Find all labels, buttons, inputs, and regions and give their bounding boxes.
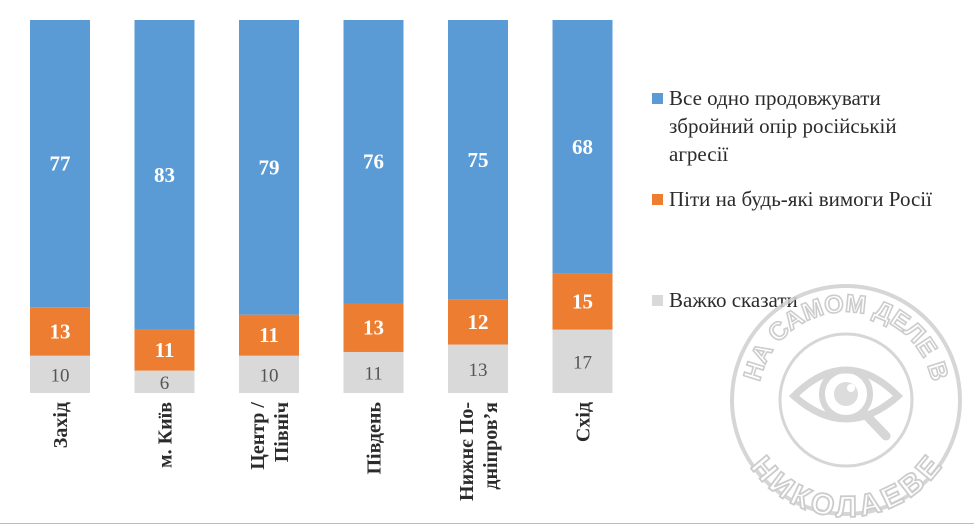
bar-segment <box>134 370 195 393</box>
bar-segment <box>448 20 508 300</box>
legend-swatch-concede <box>652 194 663 205</box>
data-label: 68 <box>572 135 593 159</box>
data-label: 11 <box>259 323 279 347</box>
bottom-rule <box>0 523 974 524</box>
legend-label-line: збройний опір російській <box>669 114 897 138</box>
bar-segment <box>134 329 195 371</box>
bar-segment <box>30 20 90 308</box>
data-label: 11 <box>364 363 382 384</box>
data-label: 15 <box>572 290 593 314</box>
bar-segment <box>343 303 404 352</box>
category-label: Нижнє По- <box>456 402 478 501</box>
data-label: 75 <box>468 148 489 172</box>
category-label: Захід <box>50 402 72 448</box>
data-label: 83 <box>154 163 175 187</box>
legend-label-line: агресії <box>669 142 729 166</box>
category-label: м. Київ <box>155 402 177 468</box>
data-label: 10 <box>51 365 70 386</box>
eye-magnifier-icon <box>788 366 904 441</box>
bar-segment <box>30 307 90 356</box>
data-label: 79 <box>259 155 280 179</box>
watermark-text-bottom: НИКОЛАЕВЕ <box>744 450 947 518</box>
category-label: Схід <box>573 402 595 442</box>
legend-label-line: Піти на будь-які вимоги Росії <box>669 187 932 211</box>
bar-segment <box>239 355 299 393</box>
bar-segment <box>30 355 90 393</box>
bar-segment <box>552 20 613 274</box>
bar-segment <box>448 344 508 393</box>
bar-segment <box>239 314 299 356</box>
data-label: 13 <box>363 316 384 340</box>
legend-label-resist: Все одно продовжувати збройний опір росі… <box>669 84 969 168</box>
category-label: Північ <box>271 402 293 462</box>
data-label: 13 <box>469 360 488 381</box>
category-label: Південь <box>364 402 386 475</box>
data-label: 77 <box>50 152 71 176</box>
legend-label-line: Все одно продовжувати <box>669 86 881 110</box>
data-label: 13 <box>50 319 71 343</box>
legend-swatch-hard-to-say <box>652 295 663 306</box>
legend-label-concede: Піти на будь-які вимоги Росії <box>669 185 969 213</box>
bar-segment <box>343 20 404 304</box>
legend-swatch-resist <box>652 93 663 104</box>
category-label: Центр / <box>247 402 269 470</box>
bar-segment <box>552 273 613 330</box>
data-label: 12 <box>468 310 489 334</box>
bar-segment <box>343 351 404 393</box>
legend-item-concede: Піти на будь-які вимоги Росії <box>652 185 969 213</box>
category-label: дніпров’я <box>480 402 502 490</box>
data-label: 76 <box>363 150 384 174</box>
watermark-logo: НА САМОМ ДЕЛЕ В НИКОЛАЕВЕ <box>730 284 962 518</box>
data-label: 11 <box>155 338 175 362</box>
data-label: 10 <box>260 365 279 386</box>
data-label: 6 <box>160 373 170 394</box>
bar-segment <box>239 20 299 315</box>
bar-segment <box>552 329 613 393</box>
legend-item-resist: Все одно продовжувати збройний опір росі… <box>652 84 969 168</box>
data-label: 17 <box>573 352 592 373</box>
bar-segment <box>448 299 508 345</box>
bar-segment <box>134 20 195 330</box>
